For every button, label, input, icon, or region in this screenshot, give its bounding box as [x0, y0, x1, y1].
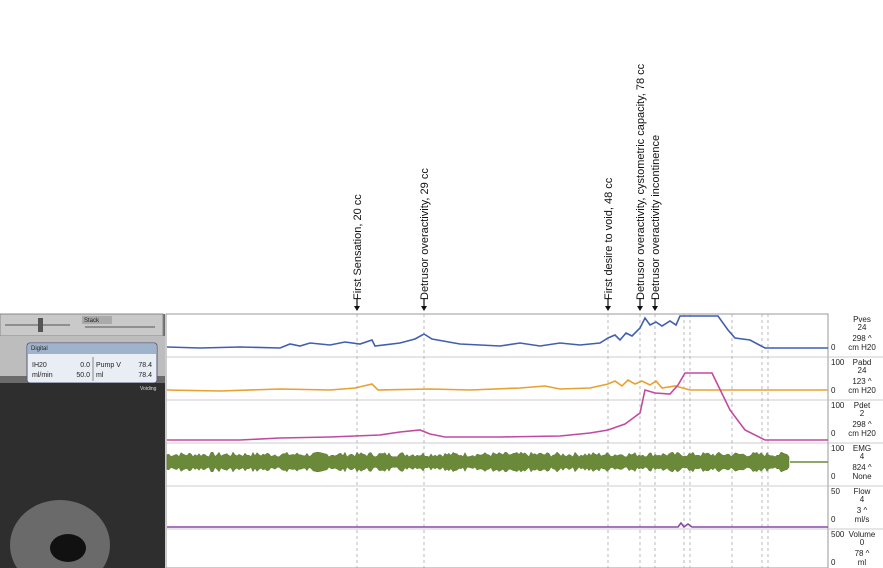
trace-area: [165, 313, 829, 568]
annotation: First desire to void, 48 cc: [603, 177, 615, 300]
channel-value: 2: [860, 409, 865, 418]
pdet-trace: [167, 372, 828, 441]
channel-name: Volume: [849, 530, 876, 539]
channel-value: 4: [860, 495, 865, 504]
channel-unit: cm H20: [848, 343, 876, 352]
channel-name: Pves: [853, 315, 871, 324]
scale-max: 50: [831, 487, 840, 496]
channel-name: Pdet: [854, 401, 871, 410]
channel-peak: 3 ^: [857, 506, 868, 515]
channel-name: Pabd: [853, 358, 872, 367]
arrow-head: [605, 306, 611, 311]
digital-cell: IH20: [32, 362, 47, 369]
arrow-head: [354, 306, 360, 311]
digital-cell: 78.4: [138, 372, 152, 379]
channel-value: 4: [860, 452, 865, 461]
channel-peak: 123 ^: [852, 377, 872, 386]
slider-thumb: [38, 318, 43, 332]
arrow-head: [652, 306, 658, 311]
emg-trace: [166, 451, 790, 473]
annotation: Detrusor overactivity, 29 cc: [419, 168, 431, 300]
video-status: Voiding: [140, 386, 157, 392]
annotations: First Sensation, 20 cc Detrusor overactiv…: [352, 63, 662, 311]
pabd-trace: [166, 379, 828, 392]
channel-peak: 78 ^: [855, 549, 870, 558]
channel-peak: 824 ^: [852, 463, 872, 472]
button: [82, 316, 112, 324]
digital-titlebar: [28, 344, 156, 354]
scale-min: 0: [831, 472, 836, 481]
channel-value: 24: [858, 366, 867, 375]
scale-max: 500: [831, 530, 845, 539]
scale-min: 0: [831, 343, 836, 352]
scale-max: 100: [831, 401, 845, 410]
channel-unit: None: [852, 472, 872, 481]
digital-cell: ml: [96, 372, 104, 379]
scale-max: 100: [831, 358, 845, 367]
annotation: First Sensation, 20 cc: [352, 194, 364, 300]
row-lines: [166, 356, 883, 530]
scale-min: 0: [831, 429, 836, 438]
pves-trace: [166, 315, 828, 349]
channel-unit: ml/s: [855, 515, 870, 524]
video-image-dark: [50, 534, 86, 562]
channel-value: 0: [860, 538, 865, 547]
scale-min: 0: [831, 386, 836, 395]
channel-peak: 298 ^: [852, 420, 872, 429]
channel-peak: 298 ^: [852, 334, 872, 343]
arrow-head: [421, 306, 427, 311]
channel-value: 24: [858, 323, 867, 332]
channel-name: EMG: [853, 444, 871, 453]
digital-cell: 50.0: [76, 372, 90, 379]
scale-max: 100: [831, 444, 845, 453]
scale-min: 0: [831, 515, 836, 524]
event-lines: [356, 314, 769, 568]
channel-unit: cm H20: [848, 429, 876, 438]
button-label: Stack: [84, 318, 100, 324]
flow-trace: [167, 521, 828, 529]
digital-cell: 78.4: [138, 362, 152, 369]
digital-title: Digital: [31, 346, 48, 352]
annotation: Detrusor overactivity incontinence: [650, 135, 662, 300]
digital-cell: 0.0: [80, 362, 90, 369]
digital-cell: Pump V: [96, 362, 121, 369]
scale-min: 0: [831, 558, 836, 567]
annotation: Detrusor overactivity, cystometric capac…: [635, 63, 647, 300]
channel-unit: ml: [858, 558, 867, 567]
channel-name: Flow: [854, 487, 871, 496]
channel-unit: cm H20: [848, 386, 876, 395]
digital-cell: ml/min: [32, 372, 53, 379]
arrow-head: [637, 306, 643, 311]
